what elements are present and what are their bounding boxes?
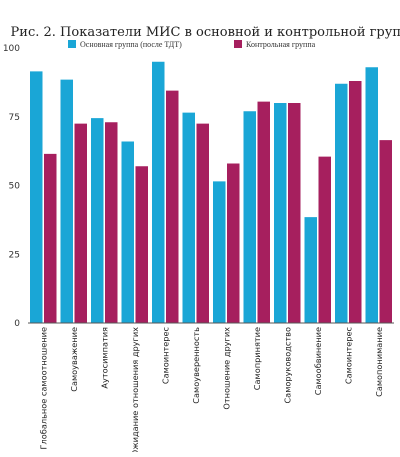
y-tick-label: 25 <box>9 250 20 260</box>
bar-series2-cat11 <box>349 81 362 323</box>
bar-series1-cat4 <box>121 141 134 323</box>
bar-series1-cat1 <box>30 71 43 323</box>
x-category-label: Саморуководство <box>282 327 292 404</box>
bar-series1-cat10 <box>304 217 317 323</box>
y-tick-label: 0 <box>14 319 20 329</box>
bar-series2-cat1 <box>44 153 57 323</box>
bar-series1-cat8 <box>243 111 256 323</box>
legend-swatch-1 <box>68 40 76 48</box>
x-category-label: Глобальное самоотношение <box>38 327 48 449</box>
legend: Основная группа (после ТДТ) Контрольная г… <box>68 40 316 49</box>
y-axis: 0 25 50 75 100 <box>3 44 20 329</box>
bar-series2-cat10 <box>318 156 331 323</box>
bar-series2-cat9 <box>288 103 301 323</box>
y-tick-label: 75 <box>9 113 20 123</box>
bar-series1-cat12 <box>365 67 378 323</box>
x-category-label: Отношение других <box>221 327 231 410</box>
y-tick-label: 100 <box>3 44 20 54</box>
bars <box>30 61 392 323</box>
x-category-label: Ожидание отношения других <box>130 327 140 452</box>
bar-series2-cat3 <box>105 122 118 323</box>
bar-series1-cat11 <box>335 83 348 323</box>
legend-swatch-2 <box>234 40 242 48</box>
bar-series2-cat5 <box>166 90 179 323</box>
bar-series1-cat2 <box>60 79 73 323</box>
bar-series1-cat9 <box>274 103 287 323</box>
x-category-label: Самопонимание <box>374 327 384 397</box>
y-tick-label: 50 <box>9 182 21 192</box>
x-category-label: Аутосимпатия <box>99 327 109 389</box>
x-category-label: Самообвинение <box>313 327 323 395</box>
x-axis: Глобальное самоотношение Самоуважение Ауто… <box>28 322 394 456</box>
x-category-label: Самоинтерес <box>160 327 170 384</box>
x-category-label: Самоуважение <box>69 327 79 392</box>
bar-series1-cat3 <box>91 118 104 323</box>
legend-label-1: Основная группа (после ТДТ) <box>80 40 182 49</box>
x-category-label: Самоинтерес <box>343 327 353 384</box>
chart-title: Рис. 2. Показатели МИС в основной и конт… <box>11 25 400 40</box>
bar-series2-cat7 <box>227 163 240 323</box>
legend-label-2: Контрольная группа <box>246 40 316 49</box>
bar-series1-cat7 <box>213 181 226 323</box>
bar-series1-cat6 <box>182 112 195 323</box>
x-category-label: Самоуверенность <box>191 327 201 404</box>
x-category-label: Самопринятие <box>252 327 262 390</box>
bar-series2-cat6 <box>196 123 209 323</box>
bar-series2-cat12 <box>379 140 392 323</box>
bar-series2-cat8 <box>257 101 270 323</box>
bar-series2-cat4 <box>135 166 148 323</box>
bar-series2-cat2 <box>74 123 87 323</box>
bar-series1-cat5 <box>152 61 165 323</box>
